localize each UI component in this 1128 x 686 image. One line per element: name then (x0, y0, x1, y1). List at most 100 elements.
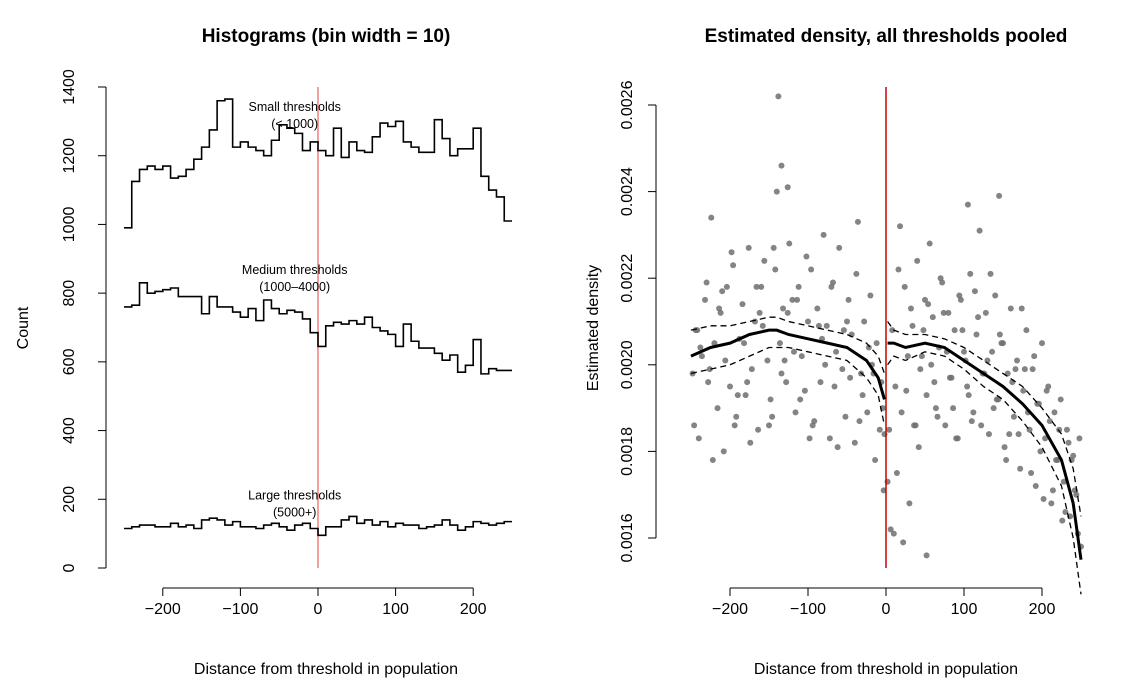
scatter-point (840, 327, 847, 334)
scatter-point (697, 344, 704, 351)
scatter-point (973, 331, 980, 338)
ci-lower-left (690, 346, 886, 426)
scatter-point (851, 439, 858, 446)
scatter-point (922, 296, 928, 303)
left-x-tick-label: 100 (382, 601, 409, 618)
scatter-point (772, 266, 779, 273)
left-x-tick-label: 0 (314, 601, 323, 618)
scatter-point (795, 283, 802, 290)
ci-upper-right (887, 321, 1082, 517)
scatter-point (783, 379, 790, 386)
scatter-point (956, 292, 963, 299)
left-series-labels: Small thresholds (< 1000) Medium threshold… (242, 100, 348, 519)
histogram-panel: Histograms (bin width = 10) Distance fro… (15, 26, 512, 678)
left-series-label: Medium thresholds (242, 263, 348, 277)
scatter-point (917, 366, 924, 373)
scatter-point (1007, 305, 1014, 312)
scatter-point (734, 392, 741, 399)
scatter-point (864, 409, 871, 416)
left-series-sublabel: (< 1000) (271, 117, 318, 131)
scatter-point (867, 292, 874, 299)
scatter-point (716, 305, 723, 312)
scatter-point (1003, 457, 1010, 464)
scatter-point (1014, 357, 1021, 364)
scatter-point (1060, 478, 1067, 485)
scatter-point (694, 327, 701, 334)
scatter-point (1028, 470, 1035, 477)
scatter-point (784, 184, 791, 191)
scatter-point (742, 392, 749, 399)
scatter-point (744, 379, 751, 386)
scatter-point (897, 223, 904, 230)
left-y-tick-label: 1200 (61, 138, 78, 174)
left-title: Histograms (bin width = 10) (202, 26, 451, 47)
scatter-point (711, 340, 718, 347)
right-fit-lines (690, 316, 1083, 595)
left-step-line-1 (124, 282, 512, 375)
left-x-tick-label: −100 (222, 601, 258, 618)
scatter-point (975, 314, 982, 321)
scatter-point (1059, 517, 1066, 524)
scatter-point (1012, 366, 1019, 373)
right-y-tick-label: 0.0026 (619, 80, 636, 129)
scatter-point (698, 353, 705, 360)
scatter-point (914, 257, 921, 264)
scatter-point (823, 322, 830, 329)
scatter-point (1039, 340, 1045, 347)
right-x-tick-label: 200 (1029, 601, 1056, 618)
scatter-point (865, 344, 872, 351)
right-y-tick-label: 0.0024 (619, 167, 636, 216)
scatter-point (761, 257, 768, 264)
scatter-point (723, 283, 730, 290)
scatter-point (929, 314, 936, 321)
scatter-point (741, 340, 748, 347)
scatter-point (1010, 413, 1017, 420)
right-x-axis: −200 −100 0 100 200 (712, 587, 1056, 618)
scatter-point (847, 374, 854, 381)
scatter-point (976, 227, 983, 234)
scatter-point (773, 188, 780, 195)
scatter-point (714, 405, 721, 412)
scatter-point (904, 353, 911, 360)
scatter-point (970, 409, 977, 416)
scatter-point (1037, 448, 1044, 455)
scatter-point (1046, 418, 1053, 425)
scatter-point (942, 422, 949, 429)
right-x-tick-label: 0 (882, 601, 891, 618)
scatter-point (756, 309, 763, 316)
scatter-point (1023, 327, 1030, 334)
scatter-point (728, 249, 735, 256)
scatter-point (903, 387, 910, 394)
scatter-point (989, 348, 996, 355)
left-y-tick-label: 1000 (61, 207, 78, 243)
left-y-tick-label: 0 (61, 563, 78, 572)
fit-line-right (887, 341, 1083, 560)
scatter-point (842, 413, 849, 420)
scatter-point (945, 309, 952, 316)
scatter-point (982, 309, 989, 316)
scatter-point (748, 366, 755, 373)
scatter-point (931, 379, 938, 386)
left-x-tick-label: −200 (145, 601, 181, 618)
scatter-point (872, 457, 879, 464)
scatter-point (996, 331, 1003, 338)
scatter-point (906, 500, 913, 507)
scatter-point (861, 318, 868, 325)
scatter-point (934, 413, 941, 420)
scatter-point (915, 444, 922, 451)
right-x-tick-label: −100 (790, 601, 826, 618)
scatter-point (853, 270, 860, 277)
right-y-axis: 0.0016 0.0018 0.0020 0.0022 0.0024 0.0026 (619, 80, 657, 562)
scatter-point (964, 383, 971, 390)
scatter-point (893, 470, 900, 477)
scatter-point (753, 283, 760, 290)
right-y-tick-label: 0.0022 (619, 254, 636, 303)
scatter-point (1015, 431, 1022, 438)
left-y-tick-label: 200 (61, 486, 78, 513)
scatter-point (792, 409, 799, 416)
scatter-point (808, 266, 815, 273)
scatter-point (801, 387, 808, 394)
scatter-point (790, 348, 797, 355)
scatter-point (971, 288, 978, 295)
scatter-point (817, 379, 824, 386)
